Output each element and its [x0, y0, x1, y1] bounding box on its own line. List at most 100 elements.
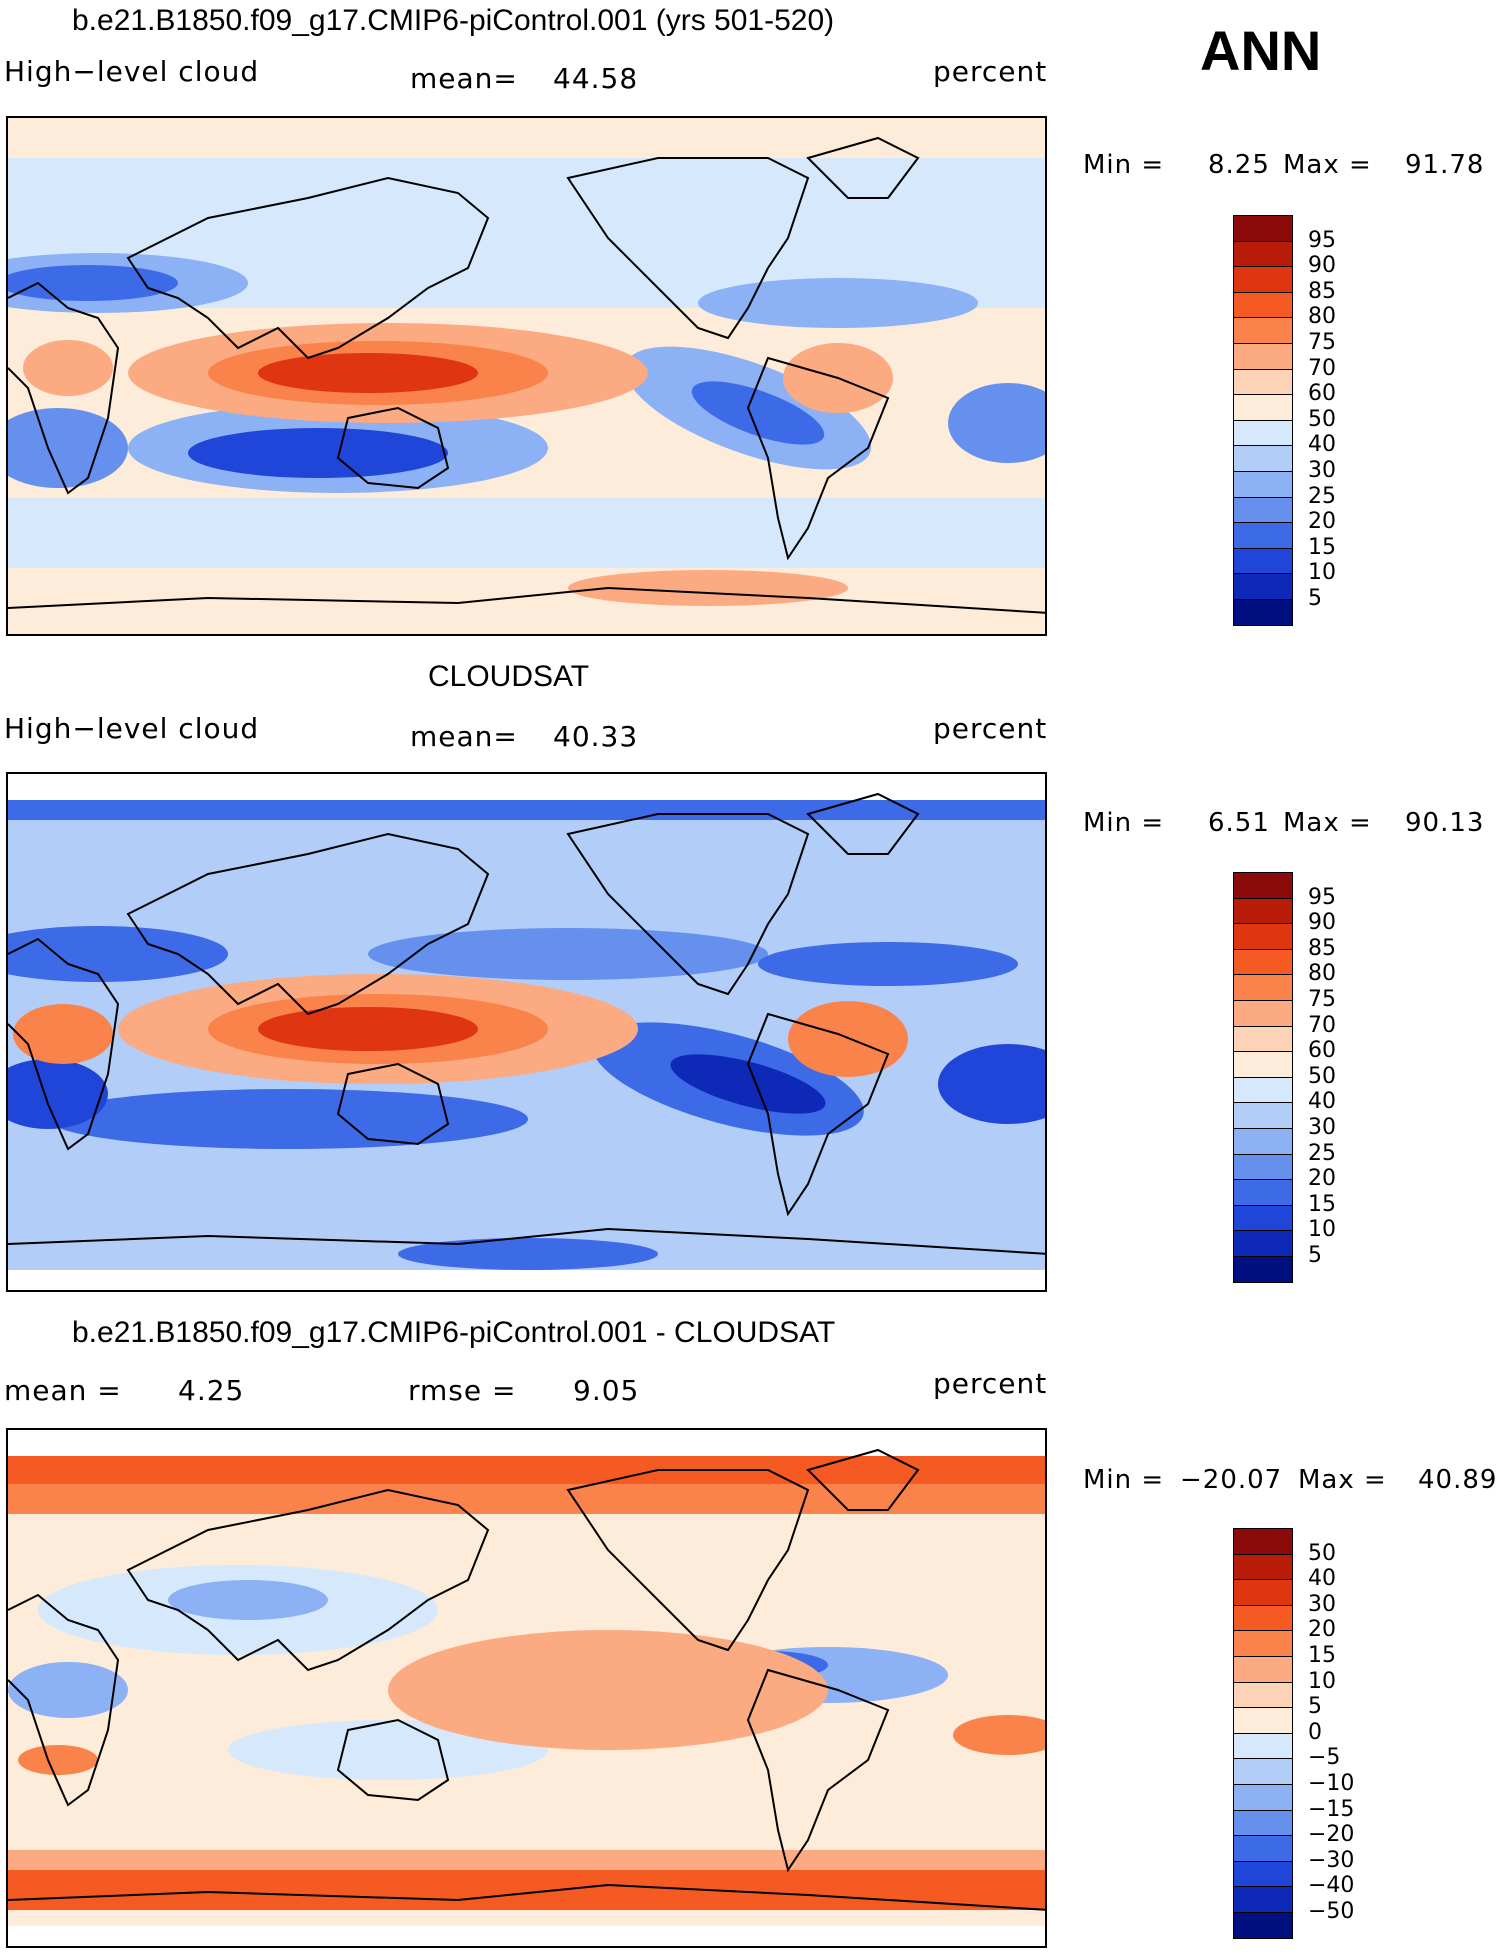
panel-1-colorbar-swatch	[1233, 317, 1293, 344]
panel-3-coast-south-america	[746, 1668, 890, 1873]
panel-2-colorbar-label: 15	[1308, 1191, 1336, 1217]
panel-3-colorbar-label: −50	[1308, 1899, 1355, 1924]
panel-3-colorbar-swatch	[1233, 1835, 1293, 1862]
panel-3-coast-north-america	[566, 1469, 810, 1652]
season-label: ANN	[1200, 19, 1322, 82]
panel-2-colorbar-label: 90	[1308, 910, 1336, 936]
panel-1-coast-south-america	[746, 356, 890, 561]
panel-3-mean-label: mean =	[4, 1374, 122, 1407]
panel-3-colorbar-swatch	[1233, 1681, 1293, 1709]
panel-2-min-label: Min =	[1083, 808, 1165, 838]
panel-1-colorbar-swatch	[1233, 599, 1293, 626]
panel-1-colorbar-label: 30	[1308, 458, 1336, 483]
panel-2-max-label: Max =	[1283, 808, 1372, 838]
panel-3-colorbar-swatch	[1233, 1656, 1293, 1683]
panel-3-min-value: −20.07	[1180, 1465, 1283, 1495]
panel-3-coast-eurasia	[126, 1488, 490, 1672]
panel-1-coast-antarctica	[8, 586, 1045, 614]
panel-3-colorbar-swatch	[1233, 1553, 1293, 1581]
panel-1-colorbar-label: 5	[1308, 586, 1322, 611]
panel-2-contour-high-3	[258, 1007, 478, 1051]
panel-2-colorbar-swatch	[1233, 897, 1293, 925]
panel-2-colorbar-label: 20	[1308, 1166, 1336, 1192]
panel-3-colorbar-swatch	[1233, 1604, 1293, 1632]
panel-2-colorbar-label: 85	[1308, 935, 1336, 961]
panel-3-colorbar-label: 30	[1308, 1591, 1336, 1617]
panel-1-colorbar-swatch	[1233, 496, 1293, 524]
panel-2-colorbar-swatch	[1233, 1025, 1293, 1053]
panel-1-colorbar-label: 60	[1308, 381, 1336, 407]
panel-1-colorbar-label: 40	[1308, 432, 1336, 458]
panel-2-colorbar-swatch	[1233, 1179, 1293, 1206]
panel-2-coastlines	[8, 792, 1045, 1255]
panel-1-colorbar-swatch	[1233, 573, 1293, 600]
panel-2-colorbar-label: 40	[1308, 1089, 1336, 1115]
panel-3-contour-low-5	[8, 1662, 128, 1718]
panel-1-colorbar-label: 10	[1308, 560, 1336, 586]
panel-3-contour-high-1	[388, 1630, 828, 1750]
panel-1-colorbar-swatch	[1233, 215, 1293, 242]
panel-2-colorbar-label: 60	[1308, 1038, 1336, 1064]
panel-2-coast-africa	[8, 937, 120, 1151]
panel-3-colorbar-swatch	[1233, 1809, 1293, 1837]
panel-1-colorbar-swatch	[1233, 394, 1293, 421]
panel-1-colorbar-swatch	[1233, 291, 1293, 319]
panel-2-contour-low-7	[938, 1044, 1045, 1124]
panel-1-colorbar-label: 85	[1308, 278, 1336, 304]
panel-3-coast-antarctica	[8, 1883, 1045, 1911]
panel-2-colorbar-label: 70	[1308, 1012, 1336, 1038]
panel-3-min-label: Min =	[1083, 1465, 1165, 1495]
panel-1-coastlines	[8, 136, 1045, 614]
panel-1-colorbar-swatch	[1233, 240, 1293, 268]
panel-3-coast-greenland	[806, 1448, 920, 1511]
panel-1-max-value: 91.78	[1405, 150, 1485, 180]
panel-2-map	[6, 772, 1047, 1292]
panel-2-colorbar-swatch	[1233, 974, 1293, 1001]
panel-2-colorbar-label: 95	[1308, 884, 1336, 910]
panel-1-contour-low-2	[8, 265, 178, 301]
panel-2-colorbar-label: 75	[1308, 987, 1336, 1012]
panel-3-coast-africa	[8, 1593, 120, 1807]
panel-2-coast-antarctica	[8, 1227, 1045, 1255]
panel-1-colorbar-label: 80	[1308, 304, 1336, 330]
panel-3-rmse-value: 9.05	[573, 1374, 640, 1407]
panel-3-colorbar-swatch	[1233, 1630, 1293, 1657]
panel-3-max-value: 40.89	[1418, 1465, 1498, 1495]
panel-1-colorbar-swatch	[1233, 547, 1293, 575]
panel-2-arctic-band	[8, 800, 1045, 820]
panel-1-colorbar-label: 90	[1308, 253, 1336, 279]
panel-2-colorbar-label: 80	[1308, 961, 1336, 987]
panel-1-colorbar-label: 70	[1308, 355, 1336, 381]
panel-2-colorbar-swatch	[1233, 1204, 1293, 1232]
panel-1-mean-value: 44.58	[553, 62, 639, 95]
panel-3-colorbar-label: −40	[1308, 1873, 1355, 1899]
panel-1-mean-label: mean=	[410, 62, 518, 95]
panel-1-colorbar-label: 50	[1308, 406, 1336, 432]
panel-2-contour-low-6	[670, 1054, 826, 1114]
panel-2-coast-north-america	[566, 813, 810, 996]
panel-1-contour-high-3	[258, 353, 478, 393]
panel-2-map-svg	[8, 774, 1045, 1290]
panel-1-variable: High−level cloud	[4, 55, 260, 88]
panel-1-coast-eurasia	[126, 176, 490, 360]
panel-1-colorbar-swatch	[1233, 419, 1293, 447]
panel-1-colorbar-label: 75	[1308, 330, 1336, 355]
panel-1-coast-australia	[336, 406, 450, 490]
panel-2-colorbar-swatch	[1233, 1051, 1293, 1078]
panel-2-contour-low-2	[8, 926, 228, 982]
panel-1-colorbar-swatch	[1233, 471, 1293, 498]
panel-3-colorbar-swatch	[1233, 1579, 1293, 1606]
panel-2-colorbar-label: 10	[1308, 1217, 1336, 1243]
panel-3-colorbar-swatch	[1233, 1528, 1293, 1555]
panel-3-contour-low-2	[168, 1580, 328, 1620]
panel-2-contour-low-9	[398, 1238, 658, 1270]
panel-1-colorbar-label: 15	[1308, 534, 1336, 560]
panel-2-colorbar-swatch	[1233, 948, 1293, 976]
panel-3-colorbar-swatch	[1233, 1732, 1293, 1760]
panel-3-units: percent	[933, 1367, 1048, 1400]
panel-3-colorbar-swatch	[1233, 1784, 1293, 1811]
panel-2-colorbar-label: 50	[1308, 1063, 1336, 1089]
panel-1-colorbar-swatch	[1233, 445, 1293, 472]
panel-2-mean-value: 40.33	[553, 720, 639, 753]
panel-1-colorbar-label: 20	[1308, 509, 1336, 535]
